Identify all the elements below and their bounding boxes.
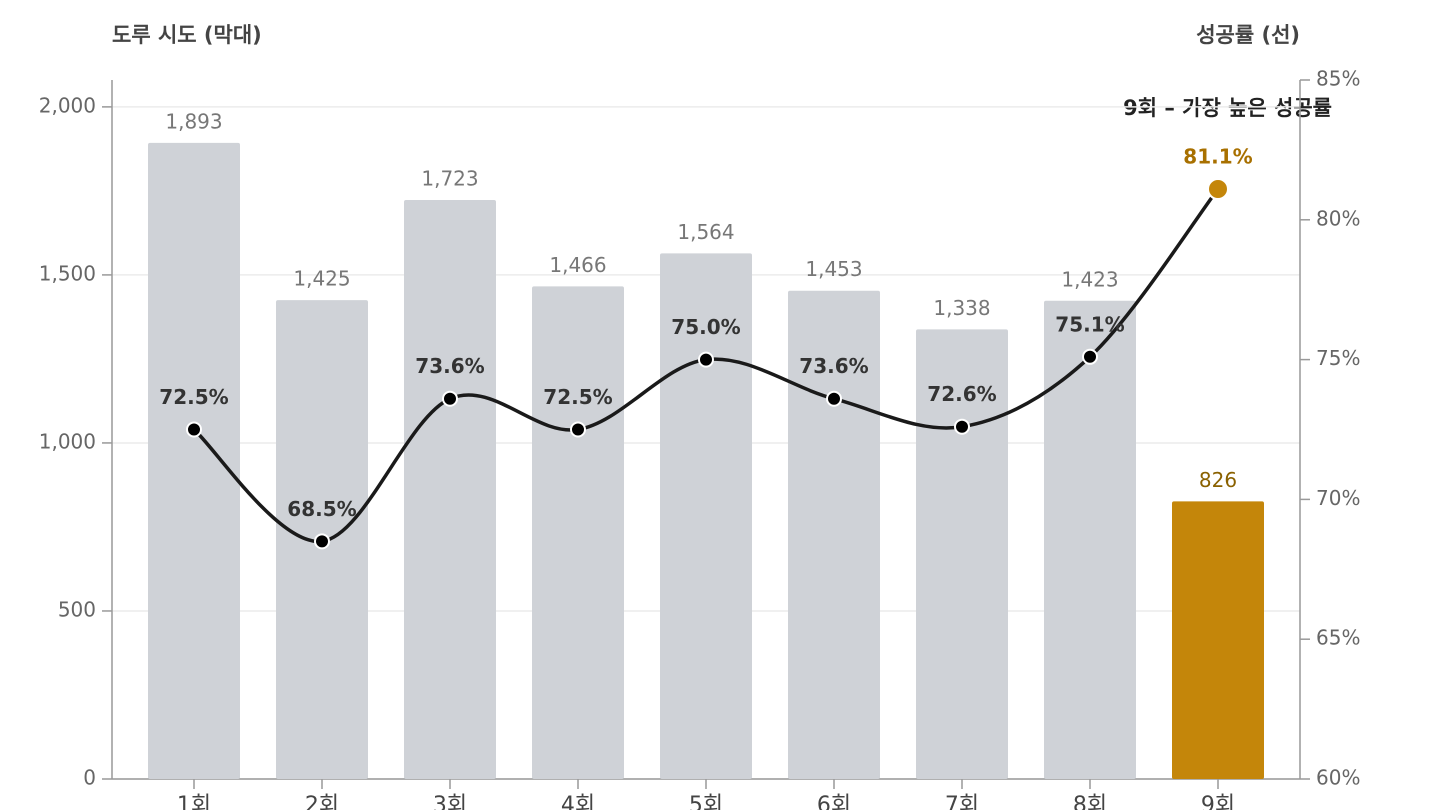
bar: [404, 199, 496, 779]
bar-value-label: 1,564: [677, 220, 734, 244]
bar-value-label: 1,338: [933, 296, 990, 320]
bar-value-label: 1,466: [549, 253, 606, 277]
line-point: [954, 418, 970, 435]
line-point: [826, 390, 842, 407]
x-tick-label: 2회: [305, 793, 339, 810]
bar: [532, 286, 624, 779]
line-point: [698, 351, 714, 368]
y-tick-label: 1,000: [39, 429, 96, 453]
y2-tick-label: 80%: [1316, 206, 1360, 230]
line-value-label: 68.5%: [287, 497, 356, 521]
line-value-label: 72.5%: [543, 385, 612, 409]
line-value-label: 72.5%: [159, 385, 228, 409]
annotation: 9회 – 가장 높은 성공률: [1123, 96, 1332, 120]
line-value-label: 73.6%: [415, 354, 484, 378]
bar: [148, 142, 240, 780]
line-point: [1207, 178, 1229, 201]
line-value-label: 81.1%: [1183, 145, 1252, 169]
y-tick-label: 500: [58, 597, 96, 621]
y-tick-label: 0: [83, 766, 96, 790]
bar: [660, 253, 752, 779]
bar: [788, 290, 880, 779]
line-point: [442, 390, 458, 407]
line-value-label: 75.0%: [671, 315, 740, 339]
x-tick-label: 3회: [433, 793, 467, 810]
bar: [1172, 501, 1264, 779]
bar: [916, 329, 1008, 779]
y2-tick-label: 75%: [1316, 346, 1360, 370]
x-tick-label: 5회: [689, 793, 723, 810]
line-point: [1082, 348, 1098, 365]
bar-value-label: 1,893: [165, 109, 222, 133]
x-tick-label: 1회: [177, 793, 211, 810]
bar: [1044, 300, 1136, 779]
y2-tick-label: 70%: [1316, 486, 1360, 510]
line-value-label: 73.6%: [799, 354, 868, 378]
x-tick-label: 9회: [1201, 793, 1235, 810]
y2-axis-title: 성공률 (선): [1196, 23, 1300, 47]
line-point: [186, 421, 202, 438]
y-tick-label: 1,500: [39, 261, 96, 285]
line-value-label: 75.1%: [1055, 312, 1124, 336]
bar-value-label: 826: [1199, 468, 1237, 492]
bar-value-label: 1,723: [421, 166, 478, 190]
line-point: [570, 421, 586, 438]
line-point: [314, 533, 330, 550]
y-tick-label: 2,000: [39, 93, 96, 117]
x-tick-label: 4회: [561, 793, 595, 810]
x-tick-label: 8회: [1073, 793, 1107, 810]
bar-value-label: 1,453: [805, 257, 862, 281]
y2-tick-label: 85%: [1316, 67, 1360, 91]
bar-value-label: 1,425: [293, 267, 350, 291]
y2-tick-label: 65%: [1316, 626, 1360, 650]
bar-value-label: 1,423: [1061, 267, 1118, 291]
y2-tick-label: 60%: [1316, 766, 1360, 790]
line-value-label: 72.6%: [927, 382, 996, 406]
x-tick-label: 6회: [817, 793, 851, 810]
x-tick-label: 7회: [945, 793, 979, 810]
y-axis-title: 도루 시도 (막대): [112, 23, 262, 47]
